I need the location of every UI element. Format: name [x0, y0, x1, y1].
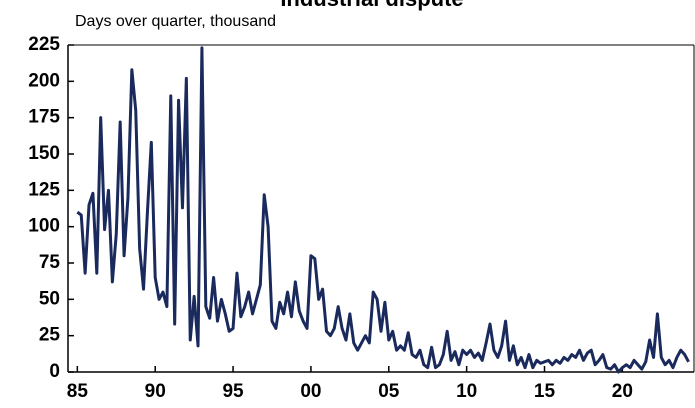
- y-tick-label: 175: [28, 107, 60, 128]
- y-tick-label: 150: [28, 143, 60, 164]
- y-tick-label: 50: [39, 288, 60, 309]
- x-tick-label: 05: [378, 381, 400, 402]
- x-tick-label: 20: [612, 381, 633, 402]
- data-line: [76, 46, 690, 374]
- y-tick-label: 225: [28, 34, 60, 55]
- chart-title: Industrial dispute: [280, 0, 463, 11]
- y-tick-label: 200: [28, 70, 60, 91]
- y-tick-label: 0: [49, 361, 60, 382]
- chart-subtitle: Days over quarter, thousand: [75, 13, 276, 30]
- x-tick-label: 95: [222, 381, 244, 402]
- x-tick-label: 90: [145, 381, 166, 402]
- x-tick-label: 85: [67, 381, 89, 402]
- x-tick-label: 00: [300, 381, 321, 402]
- x-tick-label: 10: [456, 381, 477, 402]
- y-tick-label: 125: [28, 179, 60, 200]
- x-tick-label: 15: [534, 381, 556, 402]
- y-tick-label: 100: [28, 216, 60, 237]
- y-tick-label: 25: [39, 325, 61, 346]
- y-tick-label: 75: [39, 252, 61, 273]
